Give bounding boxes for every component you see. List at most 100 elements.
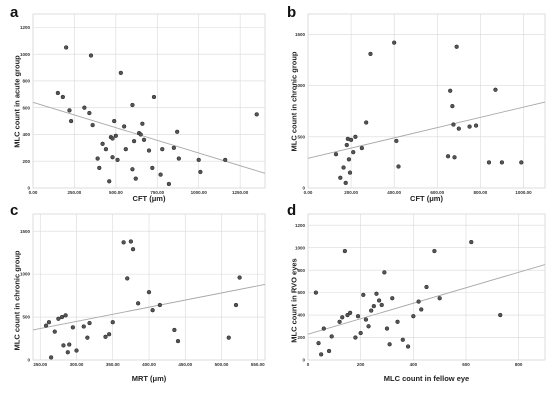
y-tick-label: 0 — [27, 358, 30, 363]
scatter-point — [363, 317, 369, 322]
scatter-point — [138, 132, 143, 137]
scatter-point — [175, 129, 180, 134]
chart-d: 0 200 400 600 800 0 200 400 600 800 1000 1200 — [295, 213, 546, 367]
scatter-point — [347, 170, 353, 175]
scatter-point — [337, 319, 342, 324]
y-tick-label: 1200 — [295, 223, 306, 228]
plot-area — [307, 213, 546, 361]
scatter-point — [113, 133, 119, 138]
scatter-point — [346, 157, 352, 162]
scatter-point — [358, 330, 363, 336]
scatter-point — [361, 292, 366, 298]
scatter-point — [437, 296, 442, 301]
scatter-point — [106, 332, 112, 337]
scatter-point — [48, 355, 54, 360]
scatter-point — [196, 157, 201, 163]
regression-line — [307, 264, 546, 335]
scatter-point — [376, 298, 382, 303]
scatter-point — [392, 40, 397, 45]
scatter-point — [176, 156, 181, 161]
y-tick-label: 600 — [22, 105, 30, 110]
y-tick-label: 500 — [297, 134, 305, 139]
y-tick-label: 400 — [297, 313, 305, 318]
x-tick-label: 1000.00 — [191, 190, 208, 195]
scatter-point — [121, 124, 127, 129]
scatter-point — [103, 147, 109, 152]
x-tick-label: 550.00 — [251, 362, 265, 367]
scatter-point — [67, 342, 72, 347]
x-axis-label-d: MLC count in fellow eye — [383, 374, 470, 383]
x-axis-label-a: CFT (μm) — [132, 194, 166, 203]
scatter-point — [353, 134, 358, 139]
x-tick-label: 0.00 — [304, 190, 313, 195]
scatter-point — [338, 175, 343, 180]
x-axis-label-b: CFT (μm) — [410, 194, 443, 203]
scatter-point — [368, 51, 373, 57]
scatter-point — [115, 157, 120, 163]
scatter-point — [416, 299, 421, 304]
scatter-point — [175, 338, 181, 344]
scatter-point — [394, 138, 399, 144]
x-axis-label-c: MRT (μm) — [131, 374, 167, 383]
scatter-point — [112, 118, 117, 124]
scatter-point — [110, 320, 115, 325]
scatter-point — [160, 147, 165, 152]
chart-a: 0.00 250.00 500.00 750.00 1000.00 1250.00 0 200… — [20, 13, 266, 195]
x-tick-label: 250.00 — [68, 190, 82, 195]
y-tick-label: 800 — [22, 79, 30, 84]
scatter-point — [395, 319, 400, 324]
scatter-point — [70, 325, 76, 330]
plot-area — [32, 13, 266, 189]
scatter-point — [364, 120, 369, 125]
scatter-point — [382, 270, 387, 275]
scatter-point — [424, 284, 429, 290]
x-tick-label: 250.00 — [33, 362, 47, 367]
scatter-point — [151, 94, 157, 100]
scatter-point — [59, 314, 65, 320]
panel-letter-a: a — [10, 4, 19, 21]
scatter-point — [451, 122, 456, 127]
scatter-point — [223, 157, 228, 163]
y-tick-label: 200 — [297, 335, 305, 340]
scatter-point — [118, 70, 123, 76]
scatter-point — [344, 142, 349, 148]
scatter-point — [321, 326, 326, 331]
scatter-point — [100, 141, 105, 146]
x-tick-label: 800 — [515, 362, 523, 367]
scatter-point — [486, 160, 492, 165]
scatter-point — [348, 137, 354, 143]
scatter-point — [473, 123, 479, 128]
x-tick-label: 600 — [462, 362, 470, 367]
y-tick-label: 1200 — [20, 25, 31, 30]
scatter-point — [166, 181, 172, 187]
scatter-point — [68, 118, 74, 124]
scatter-point — [445, 154, 451, 159]
scatter-point — [454, 44, 459, 49]
scatter-point — [60, 94, 65, 100]
scatter-point — [133, 176, 138, 181]
x-tick-label: 200.00 — [344, 190, 358, 195]
scatter-point — [452, 155, 457, 160]
x-tick-label: 450.00 — [178, 362, 192, 367]
scatter-point — [384, 326, 390, 331]
scatter-point — [198, 169, 203, 175]
scatter-point — [146, 290, 152, 295]
scatter-point — [82, 105, 87, 110]
scatter-point — [233, 302, 239, 308]
scatter-point — [110, 136, 115, 141]
x-tick-label: 0 — [307, 362, 310, 367]
scatter-point — [81, 324, 86, 329]
scatter-point — [450, 103, 455, 109]
x-tick-label: 600.00 — [430, 190, 444, 195]
scatter-point — [43, 323, 49, 328]
y-tick-label: 1000 — [295, 83, 306, 88]
y-tick-label: 500 — [22, 315, 30, 320]
scatter-point — [55, 90, 61, 96]
scatter-point — [157, 302, 163, 308]
scatter-point — [340, 315, 345, 320]
scatter-point — [46, 320, 52, 325]
y-tick-label: 800 — [297, 268, 305, 273]
scatter-point — [65, 350, 70, 355]
scatter-point — [319, 352, 324, 357]
scatter-point — [333, 152, 339, 157]
